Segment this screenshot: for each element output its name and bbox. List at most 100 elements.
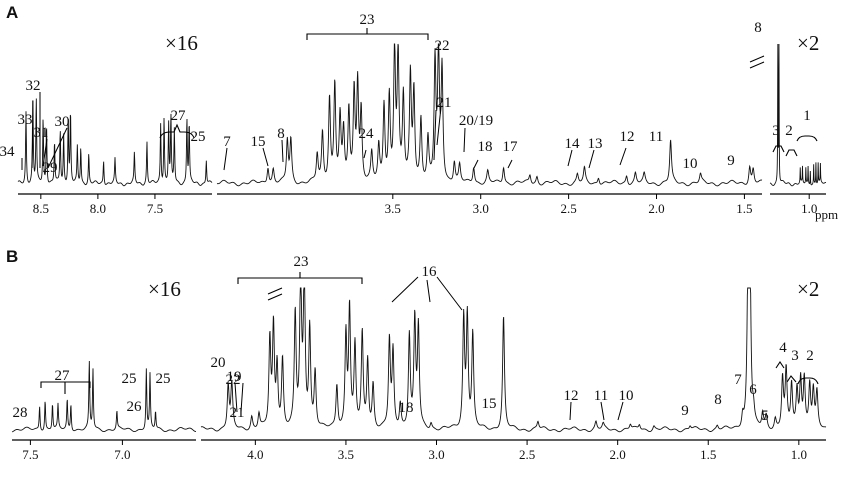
- peak-label: 30: [55, 114, 70, 130]
- panel-a-ticks: 8.5 8.0 7.5 3.5 3.0 2.5 2.0 1.5 1.0: [33, 194, 817, 216]
- panel-a-brace-1: [796, 135, 818, 142]
- x-tick-label: 8.5: [33, 201, 49, 216]
- panel-b: B 7.5 7.0 4.0 3.5 3.0 2.5 2.0 1.5 1.0 ×16 ×2: [6, 247, 827, 462]
- peak-label: 5: [761, 408, 769, 424]
- peak-label: 25: [156, 371, 171, 387]
- peak-label: 31: [34, 125, 49, 141]
- x-tick-label: 1.5: [736, 201, 752, 216]
- panel-b-bracket-23: [237, 272, 363, 284]
- spectrum-trace-segment: [769, 43, 827, 187]
- peak-label: 8: [714, 392, 722, 408]
- panel-a-bracket-23: [306, 28, 429, 40]
- peak-label: 13: [588, 136, 603, 152]
- spectrum-trace-segment: [17, 98, 213, 187]
- peak-label: 28: [13, 405, 28, 421]
- peak-label: 23: [360, 12, 375, 28]
- peak-label: 3: [772, 123, 780, 139]
- panel-b-brace-1: [797, 377, 819, 385]
- peak-label: 33: [18, 112, 33, 128]
- peak-label: 12: [620, 129, 635, 145]
- spectrum-trace-segment: [200, 287, 827, 433]
- peak-label: 8: [277, 126, 285, 142]
- x-tick-label: 2.0: [648, 201, 664, 216]
- x-tick-label: 7.5: [147, 201, 163, 216]
- panel-a-break-mark: [749, 55, 765, 69]
- panel-a-brace-27: [159, 123, 195, 139]
- peak-label: 10: [683, 156, 698, 172]
- peak-label: 18: [478, 139, 493, 155]
- panel-b-ticks: 7.5 7.0 4.0 3.5 3.0 2.5 2.0 1.5 1.0: [22, 440, 807, 462]
- x-tick-label: 3.5: [338, 447, 354, 462]
- peak-label: 10: [619, 388, 634, 404]
- peak-label: 12: [564, 388, 579, 404]
- x-tick-label: 3.5: [385, 201, 401, 216]
- x-tick-label: 2.5: [519, 447, 535, 462]
- panel-a-letter: A: [6, 3, 18, 22]
- peak-label: 15: [251, 134, 266, 150]
- panel-b-letter: B: [6, 247, 18, 266]
- peak-label: 17: [503, 139, 519, 155]
- peak-label: 8: [754, 20, 762, 36]
- panel-a-scale-left: ×16: [165, 31, 198, 55]
- peak-label: 27: [55, 368, 71, 384]
- x-tick-label: 2.5: [560, 201, 576, 216]
- peak-label: 27: [171, 108, 187, 124]
- panel-a-spectrum: [17, 43, 827, 187]
- panel-a-scale-right: ×2: [797, 31, 819, 55]
- panel-b-scale-right: ×2: [797, 277, 819, 301]
- panel-a: A 8.5 8.0 7.5 3.5 3.0 2.5 2.0 1.5 1.0 ppm ×16 ×2…: [0, 3, 838, 222]
- x-tick-label: 7.0: [114, 447, 130, 462]
- panel-a-leaders: [21, 92, 627, 171]
- panel-b-brace-3: [775, 361, 785, 369]
- peak-label: 15: [482, 396, 497, 412]
- peak-label: 19: [227, 369, 242, 385]
- x-tick-label: 4.0: [247, 447, 263, 462]
- peak-label: 3: [791, 348, 799, 364]
- x-tick-label: 3.0: [428, 447, 444, 462]
- panel-a-brace-3: [772, 145, 785, 153]
- peak-label: 23: [294, 254, 309, 270]
- panel-a-brace-2: [785, 149, 798, 157]
- peak-label: 25: [191, 129, 206, 145]
- panel-b-leaders: [234, 276, 624, 421]
- x-tick-label: 3.0: [473, 201, 489, 216]
- peak-label: 7: [734, 372, 742, 388]
- peak-label: 2: [806, 348, 814, 364]
- peak-label: 32: [26, 78, 41, 94]
- peak-label: 9: [727, 153, 735, 169]
- x-tick-label: 1.0: [791, 447, 807, 462]
- peak-label: 26: [127, 399, 143, 415]
- spectrum-trace-segment: [11, 360, 197, 433]
- peak-label: 22: [435, 38, 450, 54]
- peak-label: 4: [779, 340, 787, 356]
- peak-label: 21: [230, 405, 245, 421]
- peak-label: 21: [437, 95, 452, 111]
- peak-label: 11: [594, 388, 608, 404]
- peak-label: 2: [785, 123, 793, 139]
- panel-b-brace-2: [786, 375, 797, 383]
- peak-label: 6: [749, 382, 757, 398]
- panel-b-peak-23-break-mark: [267, 287, 283, 301]
- x-tick-label: 1.0: [801, 201, 817, 216]
- peak-label: 29: [43, 160, 58, 176]
- peak-label: 18: [399, 400, 414, 416]
- panel-b-brace-27: [40, 381, 91, 394]
- peak-label: 20: [211, 355, 226, 371]
- peak-label: 25: [122, 371, 137, 387]
- x-tick-label: 1.5: [700, 447, 716, 462]
- peak-label: 24: [359, 126, 375, 142]
- peak-label: 9: [681, 403, 689, 419]
- peak-label: 16: [422, 264, 438, 280]
- panel-a-xlabel: ppm: [815, 207, 838, 222]
- peak-label: 22: [226, 372, 241, 388]
- peak-label: 14: [565, 136, 581, 152]
- peak-label: 20/19: [459, 113, 493, 129]
- panel-b-spectrum: [11, 287, 827, 433]
- x-tick-label: 8.0: [90, 201, 106, 216]
- peak-label: 1: [803, 108, 811, 124]
- panel-b-scale-left: ×16: [148, 277, 181, 301]
- x-tick-label: 7.5: [22, 447, 38, 462]
